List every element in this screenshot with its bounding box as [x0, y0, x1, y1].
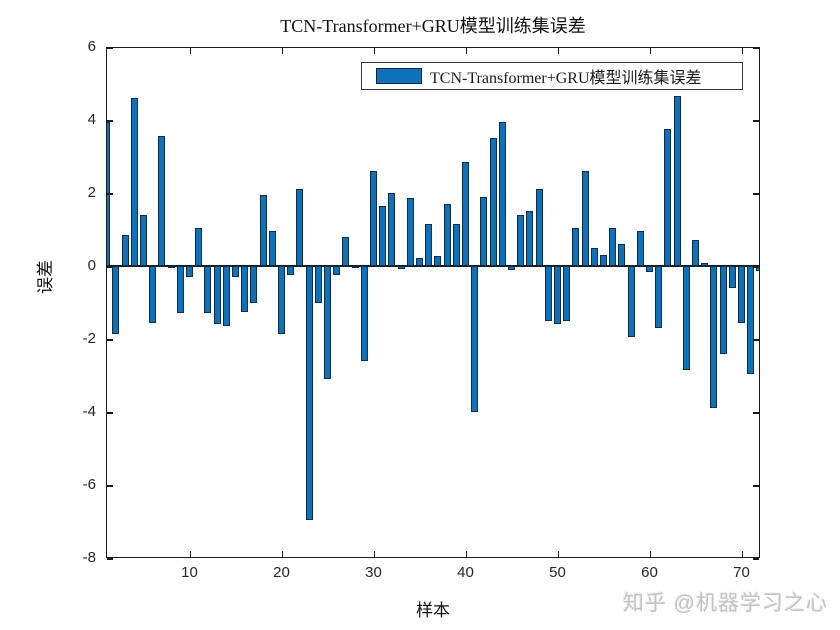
bar-sample-70: [738, 266, 745, 323]
bar-sample-55: [600, 255, 607, 266]
bar-sample-29: [360, 266, 368, 361]
bar-sample-15: [232, 266, 239, 277]
bar-sample-40: [462, 161, 469, 266]
bar-sample-57: [618, 244, 626, 266]
tick-mark: [753, 558, 759, 560]
y-tick-label: 2: [87, 184, 96, 201]
x-tick-label: 40: [457, 564, 474, 581]
bar-sample-48: [535, 189, 543, 266]
bar-sample-38: [443, 203, 451, 266]
bar-sample-11: [195, 227, 203, 266]
x-axis-label: 样本: [416, 601, 450, 620]
bar-sample-65: [692, 239, 699, 266]
bar-sample-56: [609, 227, 617, 266]
chart-title: TCN-Transformer+GRU模型训练集误差: [280, 16, 586, 36]
legend-swatch: [376, 68, 422, 84]
y-tick-label: 4: [87, 111, 96, 128]
bar-sample-49: [544, 266, 552, 321]
bar-sample-28: [351, 266, 359, 268]
bar-sample-16: [241, 266, 249, 312]
bar-sample-21: [287, 266, 295, 276]
bar-sample-39: [452, 224, 460, 266]
y-tick-label: -6: [82, 476, 96, 493]
bar-sample-5: [140, 214, 147, 266]
zero-baseline: [106, 265, 760, 267]
y-axis-label: 误差: [36, 260, 55, 294]
bar-sample-52: [572, 227, 580, 266]
y-tick-label: -4: [82, 403, 96, 420]
bar-sample-41: [471, 266, 479, 412]
bar-sample-47: [526, 211, 534, 266]
bar-sample-17: [250, 266, 258, 303]
bar-sample-37: [434, 256, 442, 266]
bar-sample-3: [121, 234, 129, 266]
y-tick-label: -8: [82, 549, 96, 566]
bar-sample-23: [305, 266, 313, 520]
bar-sample-18: [259, 194, 267, 266]
y-tick-label: 6: [87, 38, 96, 55]
bar-sample-4: [130, 98, 138, 266]
bar-sample-67: [710, 266, 718, 409]
bar-sample-54: [590, 248, 598, 266]
bar-sample-58: [627, 266, 635, 338]
bar-sample-30: [370, 171, 377, 266]
plot-area: [106, 47, 760, 558]
bar-sample-20: [278, 266, 285, 334]
y-tick-label: -2: [82, 330, 96, 347]
bar-sample-36: [425, 224, 433, 266]
bar-sample-60: [646, 266, 653, 273]
bar-sample-62: [664, 129, 672, 266]
bar-sample-69: [728, 266, 736, 288]
x-tick-label: 20: [273, 564, 290, 581]
legend-label: TCN-Transformer+GRU模型训练集误差: [430, 70, 702, 87]
bar-sample-1: [106, 121, 111, 266]
bar-sample-45: [508, 266, 515, 270]
bar-sample-32: [388, 193, 396, 266]
bar-sample-61: [655, 266, 663, 329]
bar-sample-59: [636, 231, 644, 266]
y-tick-label: 0: [87, 257, 96, 274]
bar-sample-10: [186, 266, 193, 277]
x-tick-label: 30: [365, 564, 382, 581]
bar-sample-51: [563, 266, 571, 321]
x-tick-label: 10: [181, 564, 198, 581]
x-tick-label: 70: [733, 564, 750, 581]
bar-sample-34: [406, 198, 414, 266]
bar-sample-53: [581, 171, 589, 266]
bar-sample-19: [268, 231, 276, 266]
bar-sample-13: [213, 266, 221, 325]
bar-sample-63: [673, 96, 681, 266]
bar-sample-9: [176, 266, 184, 314]
bar-sample-8: [167, 266, 175, 268]
x-tick-label: 50: [549, 564, 566, 581]
bar-sample-24: [314, 266, 322, 303]
bar-sample-68: [719, 266, 727, 354]
bar-sample-26: [333, 266, 341, 276]
bar-sample-72: [756, 266, 760, 272]
bar-sample-14: [222, 266, 230, 327]
legend-box: TCN-Transformer+GRU模型训练集误差: [361, 62, 743, 90]
bar-sample-2: [112, 266, 120, 334]
bar-sample-64: [682, 266, 690, 371]
bar-sample-33: [397, 266, 405, 269]
bar-sample-7: [158, 136, 166, 266]
x-tick-label: 60: [641, 564, 658, 581]
tick-mark: [107, 558, 113, 560]
bar-sample-27: [342, 236, 350, 266]
bar-sample-35: [416, 257, 423, 266]
bar-sample-31: [379, 205, 387, 266]
bar-sample-50: [554, 266, 561, 325]
bar-sample-12: [204, 266, 212, 314]
bar-sample-6: [149, 266, 157, 323]
bar-sample-42: [480, 196, 488, 266]
bar-sample-25: [324, 266, 331, 380]
bar-sample-44: [498, 121, 506, 266]
bar-sample-66: [701, 263, 709, 266]
bar-sample-46: [517, 214, 525, 266]
bar-sample-22: [296, 189, 304, 266]
bar-sample-43: [489, 138, 497, 266]
bar-sample-71: [747, 266, 755, 374]
watermark: 知乎 @机器学习之心: [622, 592, 828, 615]
